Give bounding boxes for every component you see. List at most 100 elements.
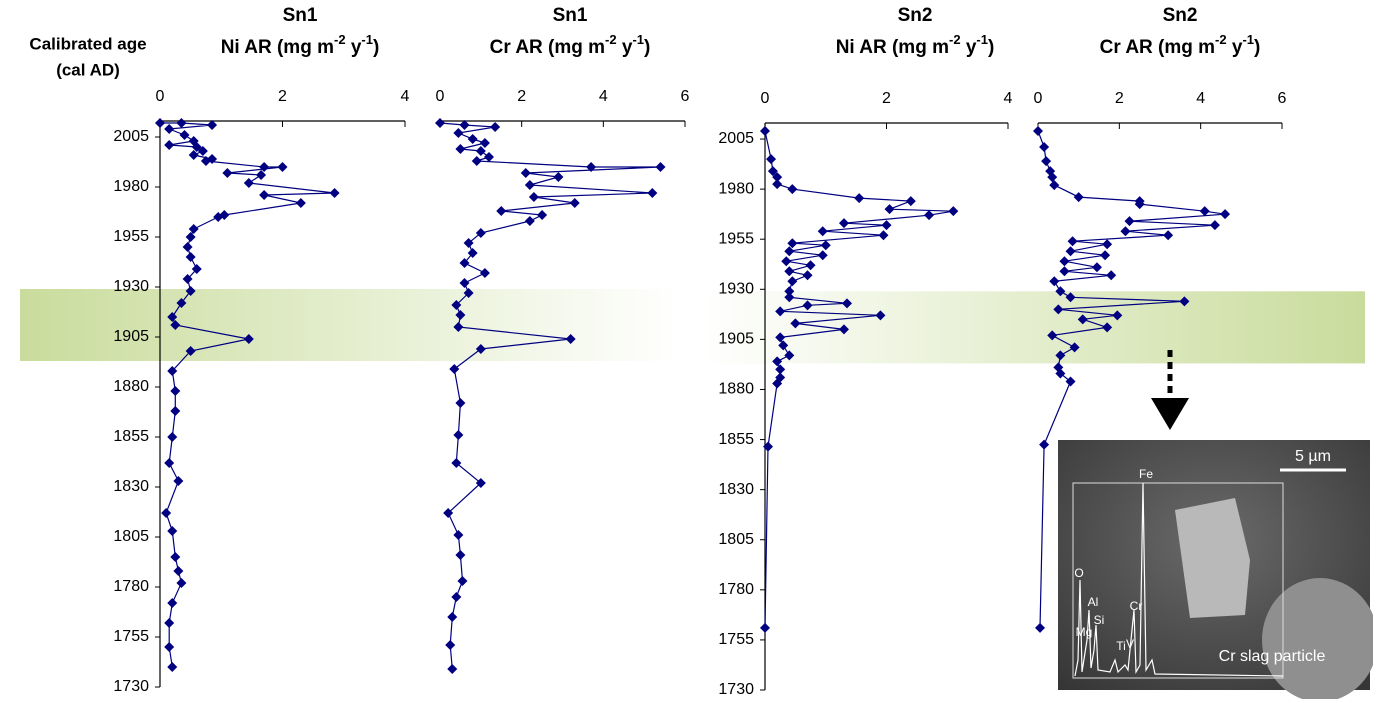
scale-label: 5 µm	[1295, 448, 1331, 465]
marker	[1055, 368, 1066, 379]
spectrum	[1074, 482, 1284, 677]
marker	[445, 640, 456, 650]
peak-label: Si	[1094, 613, 1105, 627]
marker	[647, 188, 658, 198]
marker	[277, 162, 288, 172]
marker	[763, 441, 774, 452]
marker	[520, 168, 531, 178]
marker	[496, 206, 507, 216]
label-part: y	[617, 37, 633, 58]
peak-label: Ti	[1116, 639, 1126, 653]
marker	[182, 274, 193, 284]
marker	[790, 318, 801, 329]
panel-title: Sn2	[898, 5, 933, 26]
marker	[1102, 239, 1113, 250]
marker	[1035, 622, 1046, 633]
spectrum-frame	[1072, 482, 1284, 679]
label-part: y	[346, 37, 362, 58]
highlight-band	[700, 291, 1365, 364]
marker	[1134, 199, 1145, 210]
marker	[875, 310, 886, 321]
y-tick-label: 1905	[113, 328, 149, 345]
peak-label: Cr	[1130, 599, 1143, 613]
marker	[455, 550, 466, 560]
marker	[787, 276, 798, 287]
marker	[1124, 216, 1135, 227]
marker	[537, 210, 548, 220]
marker	[176, 118, 187, 128]
marker	[1100, 250, 1111, 261]
peak-label: Fe	[1139, 467, 1153, 481]
marker	[817, 226, 828, 237]
marker	[838, 218, 849, 229]
marker	[185, 232, 196, 242]
marker	[455, 398, 466, 408]
marker	[775, 364, 786, 375]
marker	[802, 270, 813, 281]
label-part: )	[644, 37, 650, 58]
marker	[1053, 304, 1064, 315]
marker	[185, 252, 196, 262]
axis-label: Cr AR (mg m-2 y-1)	[1100, 32, 1261, 58]
axis-label: Cr AR (mg m-2 y-1)	[490, 32, 651, 58]
marker	[451, 458, 462, 468]
marker	[1163, 230, 1174, 241]
x-tick-label: 2	[517, 88, 526, 105]
y-tick-label: 1730	[718, 681, 754, 698]
marker	[1069, 342, 1080, 353]
marker	[1102, 322, 1113, 333]
marker	[1047, 330, 1058, 341]
marker	[467, 248, 478, 258]
marker	[878, 230, 889, 241]
y-tick-label: 1780	[718, 581, 754, 598]
marker	[948, 206, 959, 217]
y-tick-label: 1955	[718, 230, 754, 247]
y-tick-label: 1980	[718, 180, 754, 197]
peak-label: Al	[1088, 595, 1099, 609]
marker	[524, 216, 535, 226]
marker	[775, 306, 786, 317]
marker	[1179, 296, 1190, 307]
marker	[775, 332, 786, 343]
marker	[459, 258, 470, 268]
y-tick-label: 1755	[718, 631, 754, 648]
marker	[1220, 209, 1231, 220]
label-part: y	[961, 37, 977, 58]
y-tick-label: 1930	[113, 278, 149, 295]
marker	[766, 154, 777, 165]
peak-label: V	[1126, 637, 1134, 651]
superscript: -2	[1215, 32, 1227, 47]
marker	[155, 118, 165, 128]
marker	[1091, 262, 1102, 273]
y-tick-label: 1830	[113, 478, 149, 495]
marker	[170, 386, 181, 396]
marker	[784, 266, 795, 277]
y-axis-label: (cal AD)	[56, 60, 120, 79]
y-tick-label: 1780	[113, 578, 149, 595]
marker	[176, 298, 187, 308]
marker	[772, 179, 783, 190]
marker	[772, 378, 783, 389]
marker	[170, 320, 181, 330]
panel-title: Sn1	[283, 5, 318, 26]
x-tick-label: 6	[681, 88, 690, 105]
marker	[164, 642, 175, 652]
marker	[451, 592, 462, 602]
marker	[528, 192, 539, 202]
marker	[854, 193, 865, 204]
y-tick-label: 2005	[113, 128, 149, 145]
marker	[453, 322, 464, 332]
superscript: -1	[632, 32, 644, 47]
marker	[467, 134, 478, 144]
y-tick-label: 1730	[113, 678, 149, 695]
marker	[259, 162, 270, 172]
marker	[565, 334, 576, 344]
marker	[1039, 142, 1050, 153]
marker	[200, 156, 211, 166]
marker	[802, 300, 813, 311]
superscript: -1	[1242, 32, 1254, 47]
x-tick-label: 2	[882, 90, 891, 107]
marker	[471, 156, 482, 166]
marker	[191, 142, 202, 152]
marker	[167, 526, 178, 536]
